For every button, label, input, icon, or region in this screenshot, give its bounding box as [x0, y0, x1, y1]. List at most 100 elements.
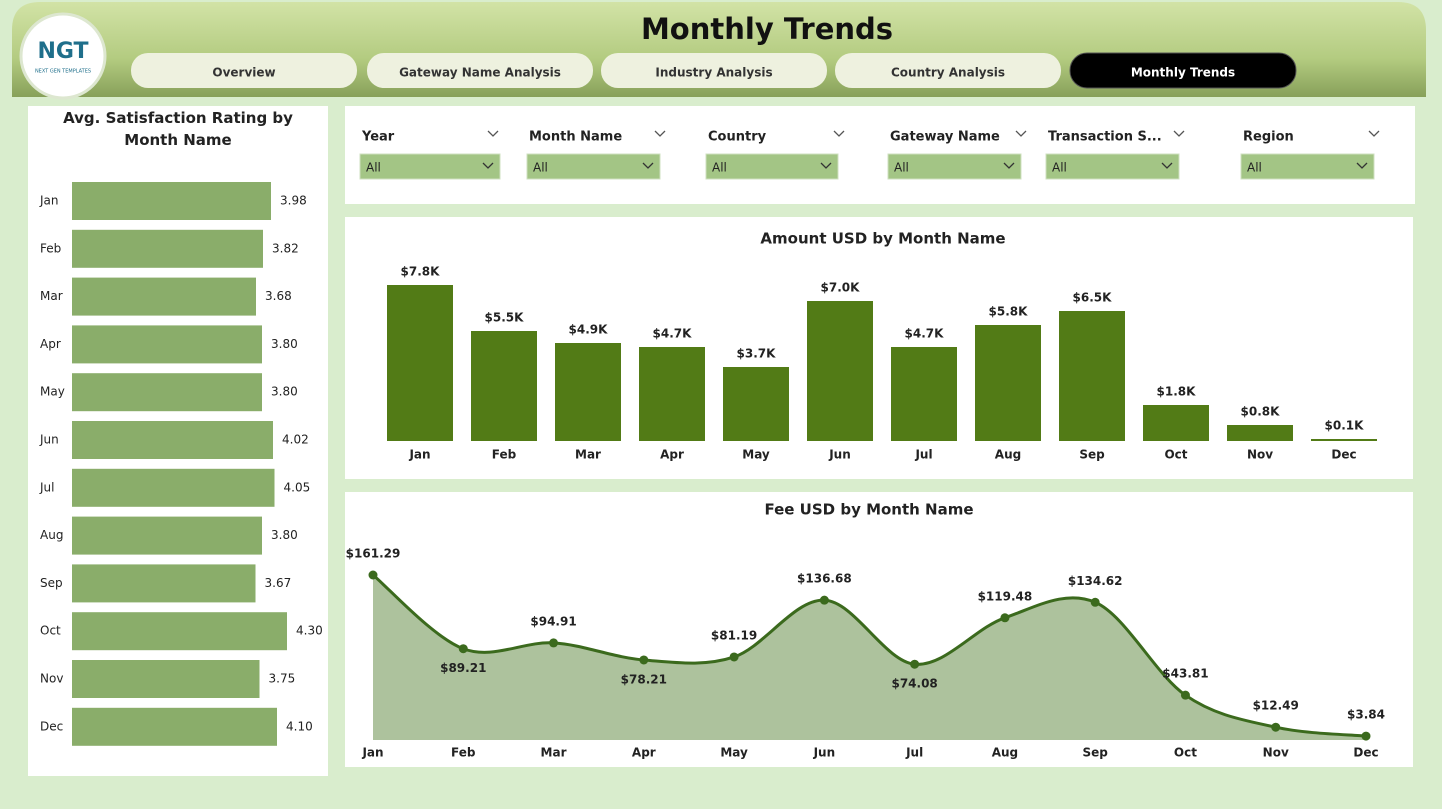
- bar: [471, 331, 537, 441]
- data-label: $136.68: [797, 572, 852, 586]
- filter-dropdown[interactable]: [1045, 153, 1180, 180]
- data-label: $5.5K: [485, 311, 525, 325]
- bar: [72, 468, 275, 507]
- bar: [891, 347, 957, 441]
- page-title: Monthly Trends: [641, 12, 893, 46]
- filter-label: Year: [361, 130, 395, 145]
- chevron-icon: [1161, 162, 1173, 169]
- bar: [72, 612, 287, 651]
- data-label: $161.29: [346, 547, 401, 561]
- filter-value: All: [712, 161, 727, 175]
- bar: [72, 229, 263, 268]
- bar: [1059, 311, 1125, 441]
- data-label: 3.80: [271, 385, 298, 399]
- bar: [723, 367, 789, 441]
- filter-label: Transaction S...: [1048, 130, 1162, 145]
- bar: [72, 325, 262, 364]
- y-tick-label: Nov: [40, 672, 63, 686]
- x-tick-label: Sep: [1079, 448, 1105, 462]
- data-label: 3.68: [265, 289, 292, 303]
- filter-dropdown[interactable]: [887, 153, 1022, 180]
- data-label: 4.05: [284, 480, 311, 494]
- data-label: 4.10: [286, 719, 313, 733]
- x-tick-label: Apr: [660, 448, 684, 462]
- point: [458, 644, 468, 654]
- x-tick-label: Sep: [1082, 746, 1108, 760]
- filter-value: All: [894, 161, 909, 175]
- x-tick-label: Dec: [1331, 448, 1356, 462]
- logo: NGT: [37, 39, 88, 64]
- x-tick-label: Nov: [1247, 448, 1273, 462]
- bar: [807, 301, 873, 441]
- point: [1180, 690, 1190, 700]
- point: [819, 595, 829, 605]
- bar: [72, 277, 256, 316]
- data-label: $6.5K: [1073, 291, 1113, 305]
- area: [373, 575, 1366, 740]
- y-tick-label: Oct: [40, 624, 61, 638]
- bar: [72, 421, 273, 459]
- filter-dropdown[interactable]: [359, 153, 501, 180]
- nav-tab[interactable]: [131, 53, 357, 88]
- x-tick-label: Aug: [995, 448, 1021, 462]
- data-label: $0.8K: [1241, 405, 1281, 419]
- data-label: $4.7K: [905, 327, 945, 341]
- filter-label: Region: [1243, 130, 1294, 145]
- x-tick-label: May: [742, 448, 770, 462]
- data-label: $4.7K: [653, 327, 693, 341]
- bar: [639, 347, 705, 441]
- x-tick-label: Oct: [1164, 448, 1187, 462]
- bar: [1227, 425, 1293, 441]
- x-tick-label: Feb: [451, 746, 476, 760]
- data-label: 3.98: [280, 194, 307, 208]
- nav-tab[interactable]: [367, 53, 593, 88]
- logo-subtitle: NEXT GEN TEMPLATES: [35, 69, 91, 75]
- y-tick-label: May: [40, 385, 65, 399]
- chevron-icon: [642, 162, 654, 169]
- data-label: 3.80: [271, 337, 298, 351]
- chevron-icon: [1368, 130, 1380, 137]
- chevron-icon: [654, 130, 666, 137]
- bar: [555, 343, 621, 441]
- data-label: $74.08: [891, 677, 937, 691]
- nav-tab[interactable]: [1069, 52, 1297, 89]
- data-label: 4.02: [282, 433, 309, 447]
- bar: [72, 182, 271, 220]
- y-tick-label: Jun: [39, 433, 59, 447]
- data-label: $7.0K: [821, 281, 861, 295]
- chevron-icon: [1356, 162, 1368, 169]
- x-tick-label: Feb: [492, 448, 517, 462]
- bar: [975, 325, 1041, 441]
- x-tick-label: May: [720, 746, 748, 760]
- bar: [72, 707, 277, 746]
- point: [368, 570, 378, 580]
- data-label: 3.82: [272, 241, 299, 255]
- filter-dropdown[interactable]: [705, 153, 839, 180]
- filter-panel: [345, 106, 1415, 204]
- data-label: $3.7K: [737, 347, 777, 361]
- point: [1271, 722, 1281, 732]
- filter-value: All: [1052, 161, 1067, 175]
- x-tick-label: Jun: [813, 746, 836, 760]
- y-tick-label: Jan: [39, 194, 59, 208]
- chevron-icon: [833, 130, 845, 137]
- x-tick-label: Aug: [992, 746, 1018, 760]
- data-label: $1.8K: [1157, 385, 1197, 399]
- data-label: 3.67: [265, 576, 292, 590]
- nav-tab-label: Gateway Name Analysis: [399, 66, 561, 80]
- point: [729, 652, 739, 662]
- filter-dropdown[interactable]: [1240, 153, 1375, 180]
- chevron-icon: [482, 162, 494, 169]
- data-label: $0.1K: [1325, 419, 1365, 433]
- y-tick-label: Apr: [40, 337, 61, 351]
- x-tick-label: Jul: [914, 448, 932, 462]
- nav-tab[interactable]: [601, 53, 827, 88]
- nav-tab[interactable]: [835, 53, 1061, 88]
- filter-dropdown[interactable]: [526, 153, 661, 180]
- x-tick-label: Jan: [361, 746, 383, 760]
- data-label: 4.30: [296, 624, 323, 638]
- filter-value: All: [533, 161, 548, 175]
